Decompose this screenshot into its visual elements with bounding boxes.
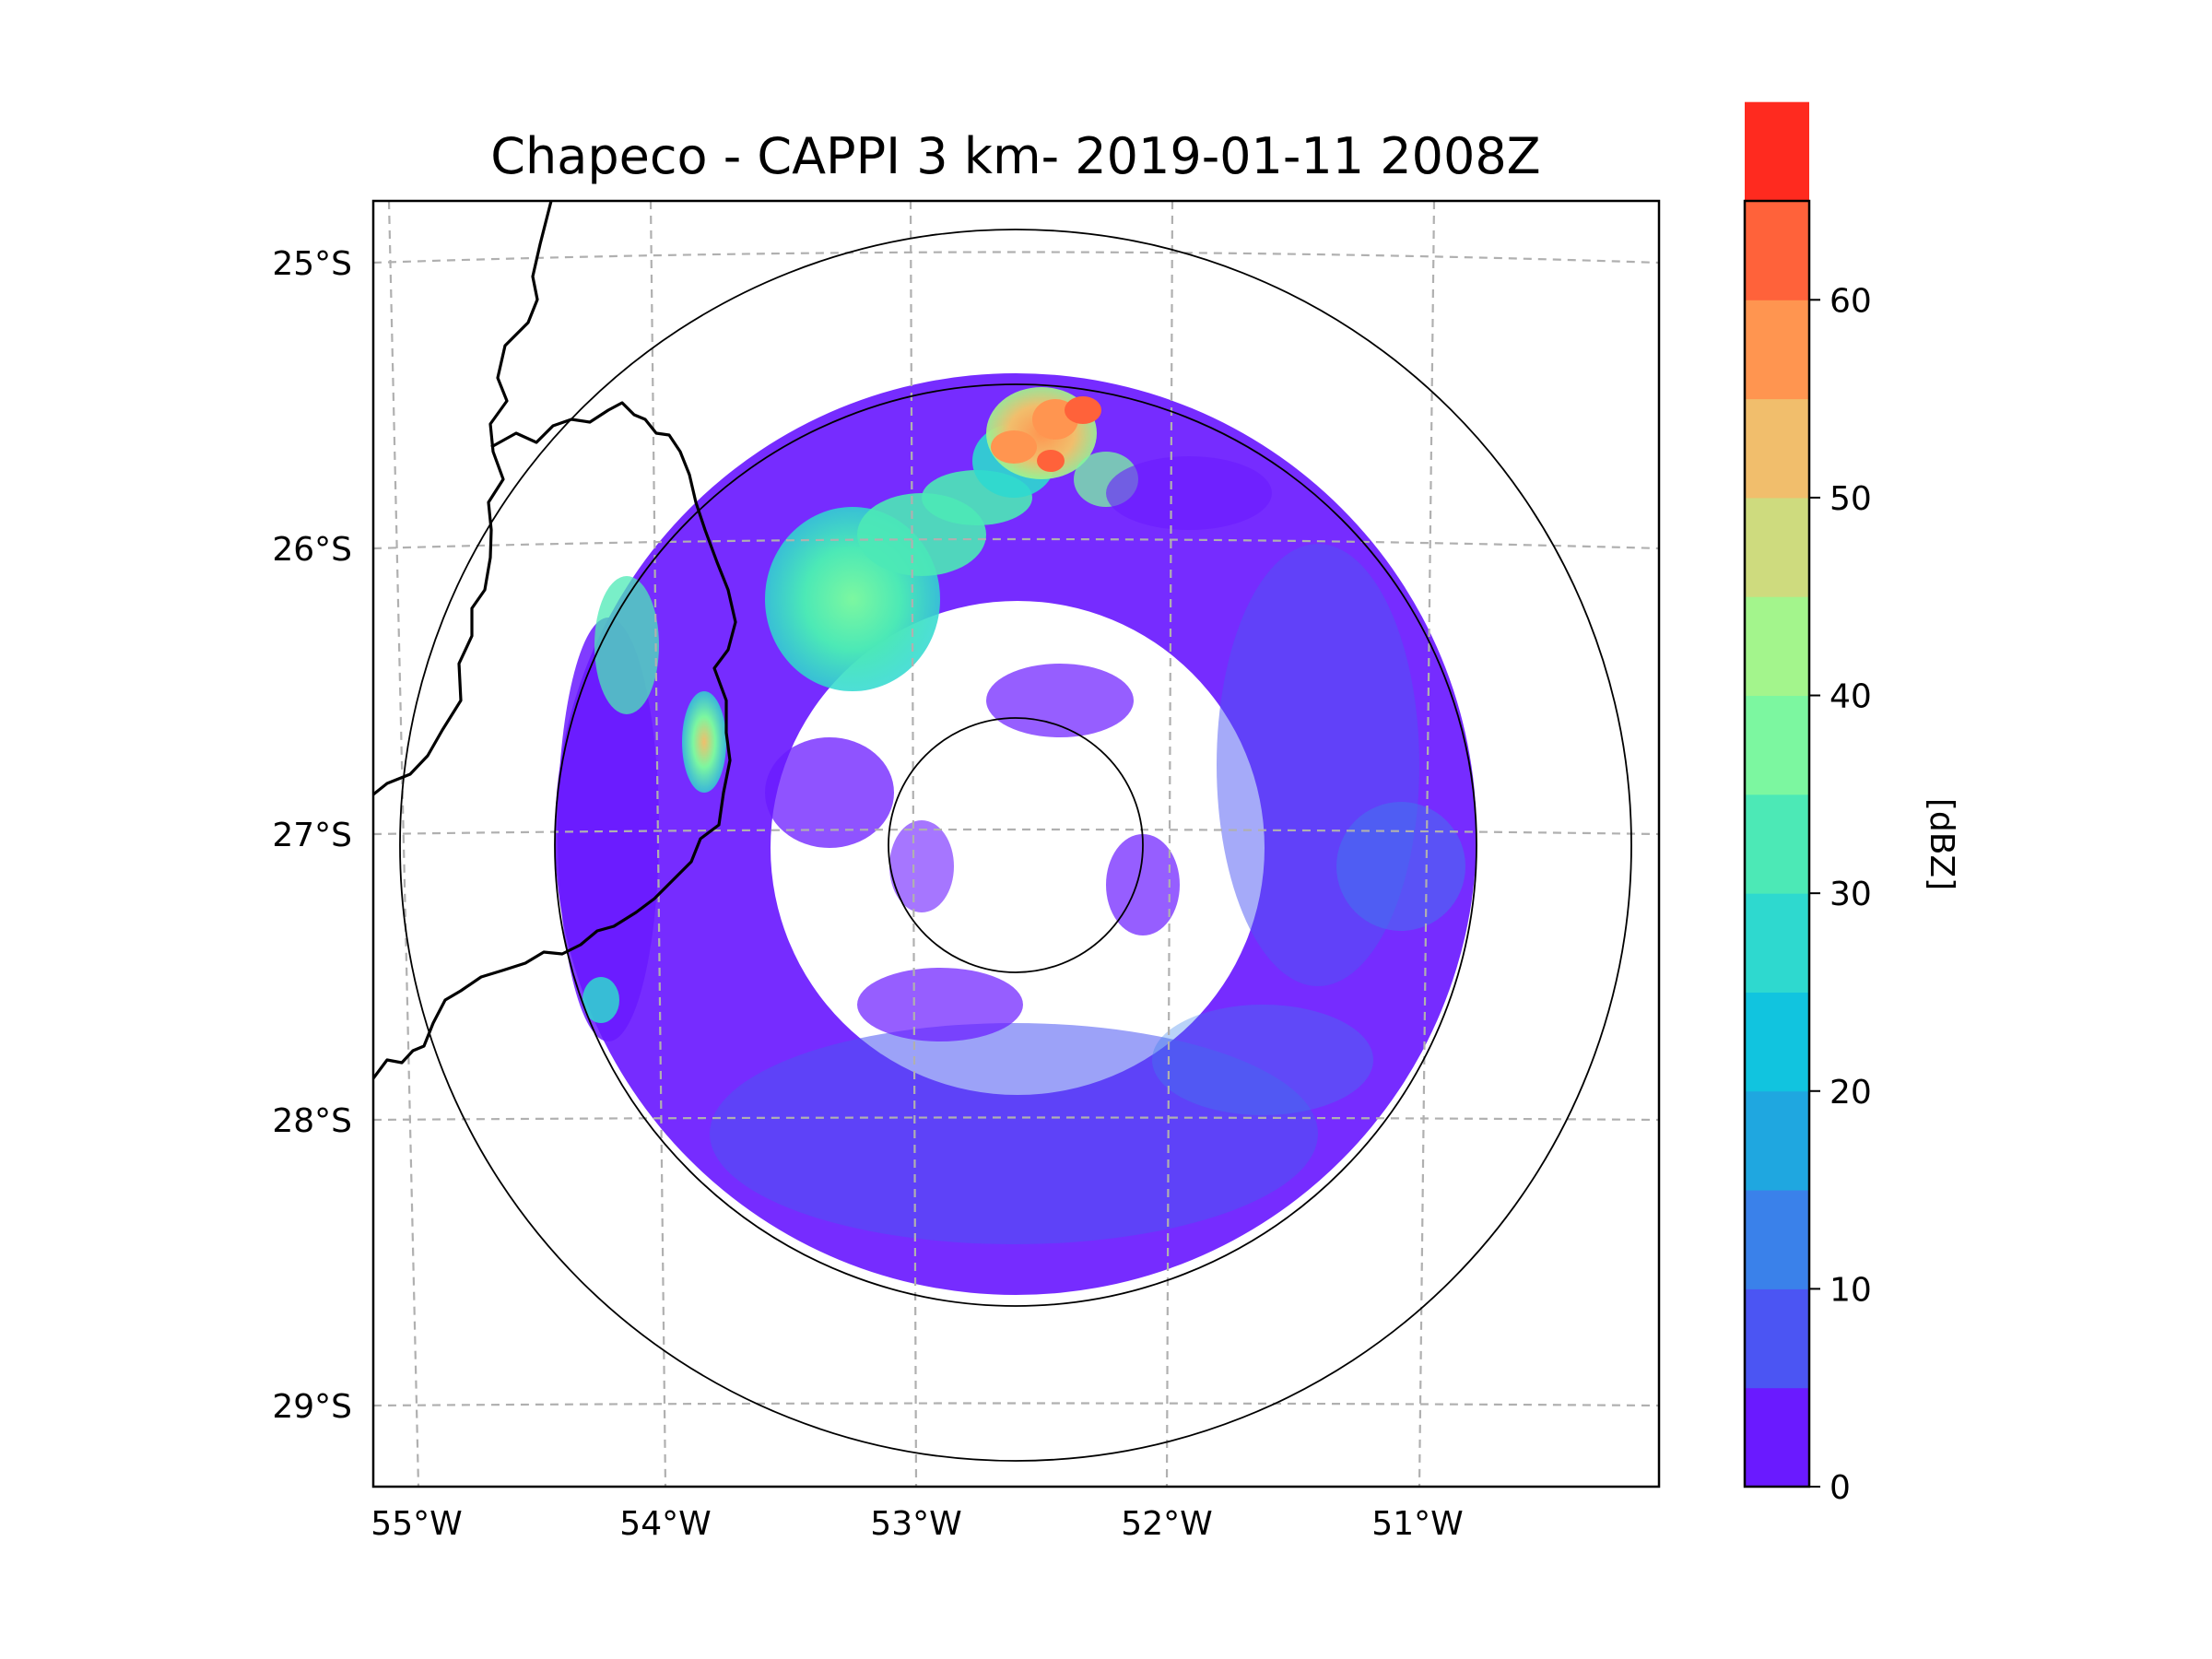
lat-tick-label-26: 26°S	[272, 531, 352, 569]
west-cell	[682, 691, 726, 793]
colorbar-segment-5-10	[1745, 1288, 1809, 1389]
lat-tick-labels: 25°S 26°S 27°S 28°S 29°S	[272, 245, 352, 1426]
lon-tick-label-51: 51°W	[1371, 1505, 1463, 1543]
southeast-patch	[1152, 1005, 1373, 1115]
colorbar-segment-30-35	[1745, 794, 1809, 894]
colorbar-tick-label-60: 60	[1830, 282, 1872, 320]
inner-speckles-2	[857, 968, 1023, 1041]
colorbar-segment-45-50	[1745, 497, 1809, 597]
lon-tick-label-53: 53°W	[870, 1505, 961, 1543]
colorbar-segment-60-65	[1745, 201, 1809, 300]
colorbar-frame	[1743, 199, 1811, 1488]
colorbar-tick-label-20: 20	[1830, 1074, 1872, 1112]
colorbar-ticks: 0 10 20 30 40 50 60	[1809, 282, 1872, 1507]
range-ring-outer	[399, 229, 1632, 1462]
east-stratiform	[1217, 544, 1419, 986]
colorbar-segment-55-60	[1745, 300, 1809, 400]
country-borders	[373, 201, 737, 1079]
colorbar-segment-65-70	[1745, 101, 1809, 202]
border-brazil-west	[373, 401, 737, 1079]
gridline-lon-55	[387, 201, 420, 1487]
gridline-lon-51	[1418, 201, 1436, 1487]
west-strip	[558, 618, 659, 1041]
inner-speckles-5	[889, 820, 954, 912]
chart-title: Chapeco - CAPPI 3 km- 2019-01-11 2008Z	[490, 127, 1540, 185]
colorbar-segment-10-15	[1745, 1190, 1809, 1289]
colorbar-segment-20-25	[1745, 992, 1809, 1092]
range-rings	[399, 229, 1632, 1462]
inner-speckles-1	[765, 737, 894, 848]
colorbar-segment-50-55	[1745, 398, 1809, 499]
gridline-lat-25	[373, 251, 1659, 265]
colorbar-segment-40-45	[1745, 596, 1809, 697]
map-panel	[371, 199, 1661, 1488]
west-south-blob	[582, 977, 619, 1023]
lon-tick-label-52: 52°W	[1121, 1505, 1212, 1543]
colorbar: 0 10 20 30 40 50 60 [dBZ]	[1743, 101, 1960, 1507]
lat-tick-label-27: 27°S	[272, 817, 352, 854]
map-frame	[371, 199, 1661, 1488]
border-argentina-paraguay	[373, 201, 553, 796]
ne-light	[1106, 456, 1272, 530]
lat-tick-label-28: 28°S	[272, 1102, 352, 1140]
lat-tick-label-29: 29°S	[272, 1388, 352, 1426]
gridlines	[373, 201, 1659, 1487]
gridline-lon-52	[1165, 201, 1174, 1487]
colorbar-segment-35-40	[1745, 695, 1809, 795]
colorbar-tick-label-0: 0	[1830, 1469, 1851, 1507]
colorbar-segment-25-30	[1745, 893, 1809, 993]
gridline-lat-29	[373, 1402, 1659, 1407]
echo-north	[765, 387, 1272, 691]
south-stratiform	[710, 1023, 1318, 1244]
colorbar-label: [dBZ]	[1923, 798, 1960, 890]
gridline-lat-26	[373, 537, 1659, 550]
n-core-4	[1037, 450, 1065, 472]
range-ring-middle	[554, 383, 1477, 1307]
n-core-1	[991, 430, 1037, 464]
gridline-lon-53	[909, 201, 918, 1487]
colorbar-segment-15-20	[1745, 1090, 1809, 1191]
west-northwest-blob	[594, 576, 659, 714]
lon-tick-label-54: 54°W	[619, 1505, 711, 1543]
lon-tick-labels: 55°W 54°W 53°W 52°W 51°W	[371, 1505, 1463, 1543]
colorbar-tick-label-10: 10	[1830, 1271, 1872, 1309]
colorbar-segments	[1745, 101, 1809, 1488]
range-ring-inner	[888, 717, 1144, 973]
colorbar-tick-label-50: 50	[1830, 480, 1872, 518]
east-band	[1336, 802, 1465, 931]
lon-tick-label-55: 55°W	[371, 1505, 462, 1543]
gridline-lat-28	[373, 1116, 1659, 1122]
colorbar-tick-label-40: 40	[1830, 678, 1872, 716]
echo-west	[558, 576, 726, 1041]
lat-tick-label-25: 25°S	[272, 245, 352, 283]
colorbar-segment-0-5	[1745, 1387, 1809, 1488]
gridline-lon-54	[649, 201, 667, 1487]
colorbar-tick-label-30: 30	[1830, 876, 1872, 913]
gridline-lat-27	[373, 828, 1659, 836]
n-core-3	[1065, 396, 1101, 424]
